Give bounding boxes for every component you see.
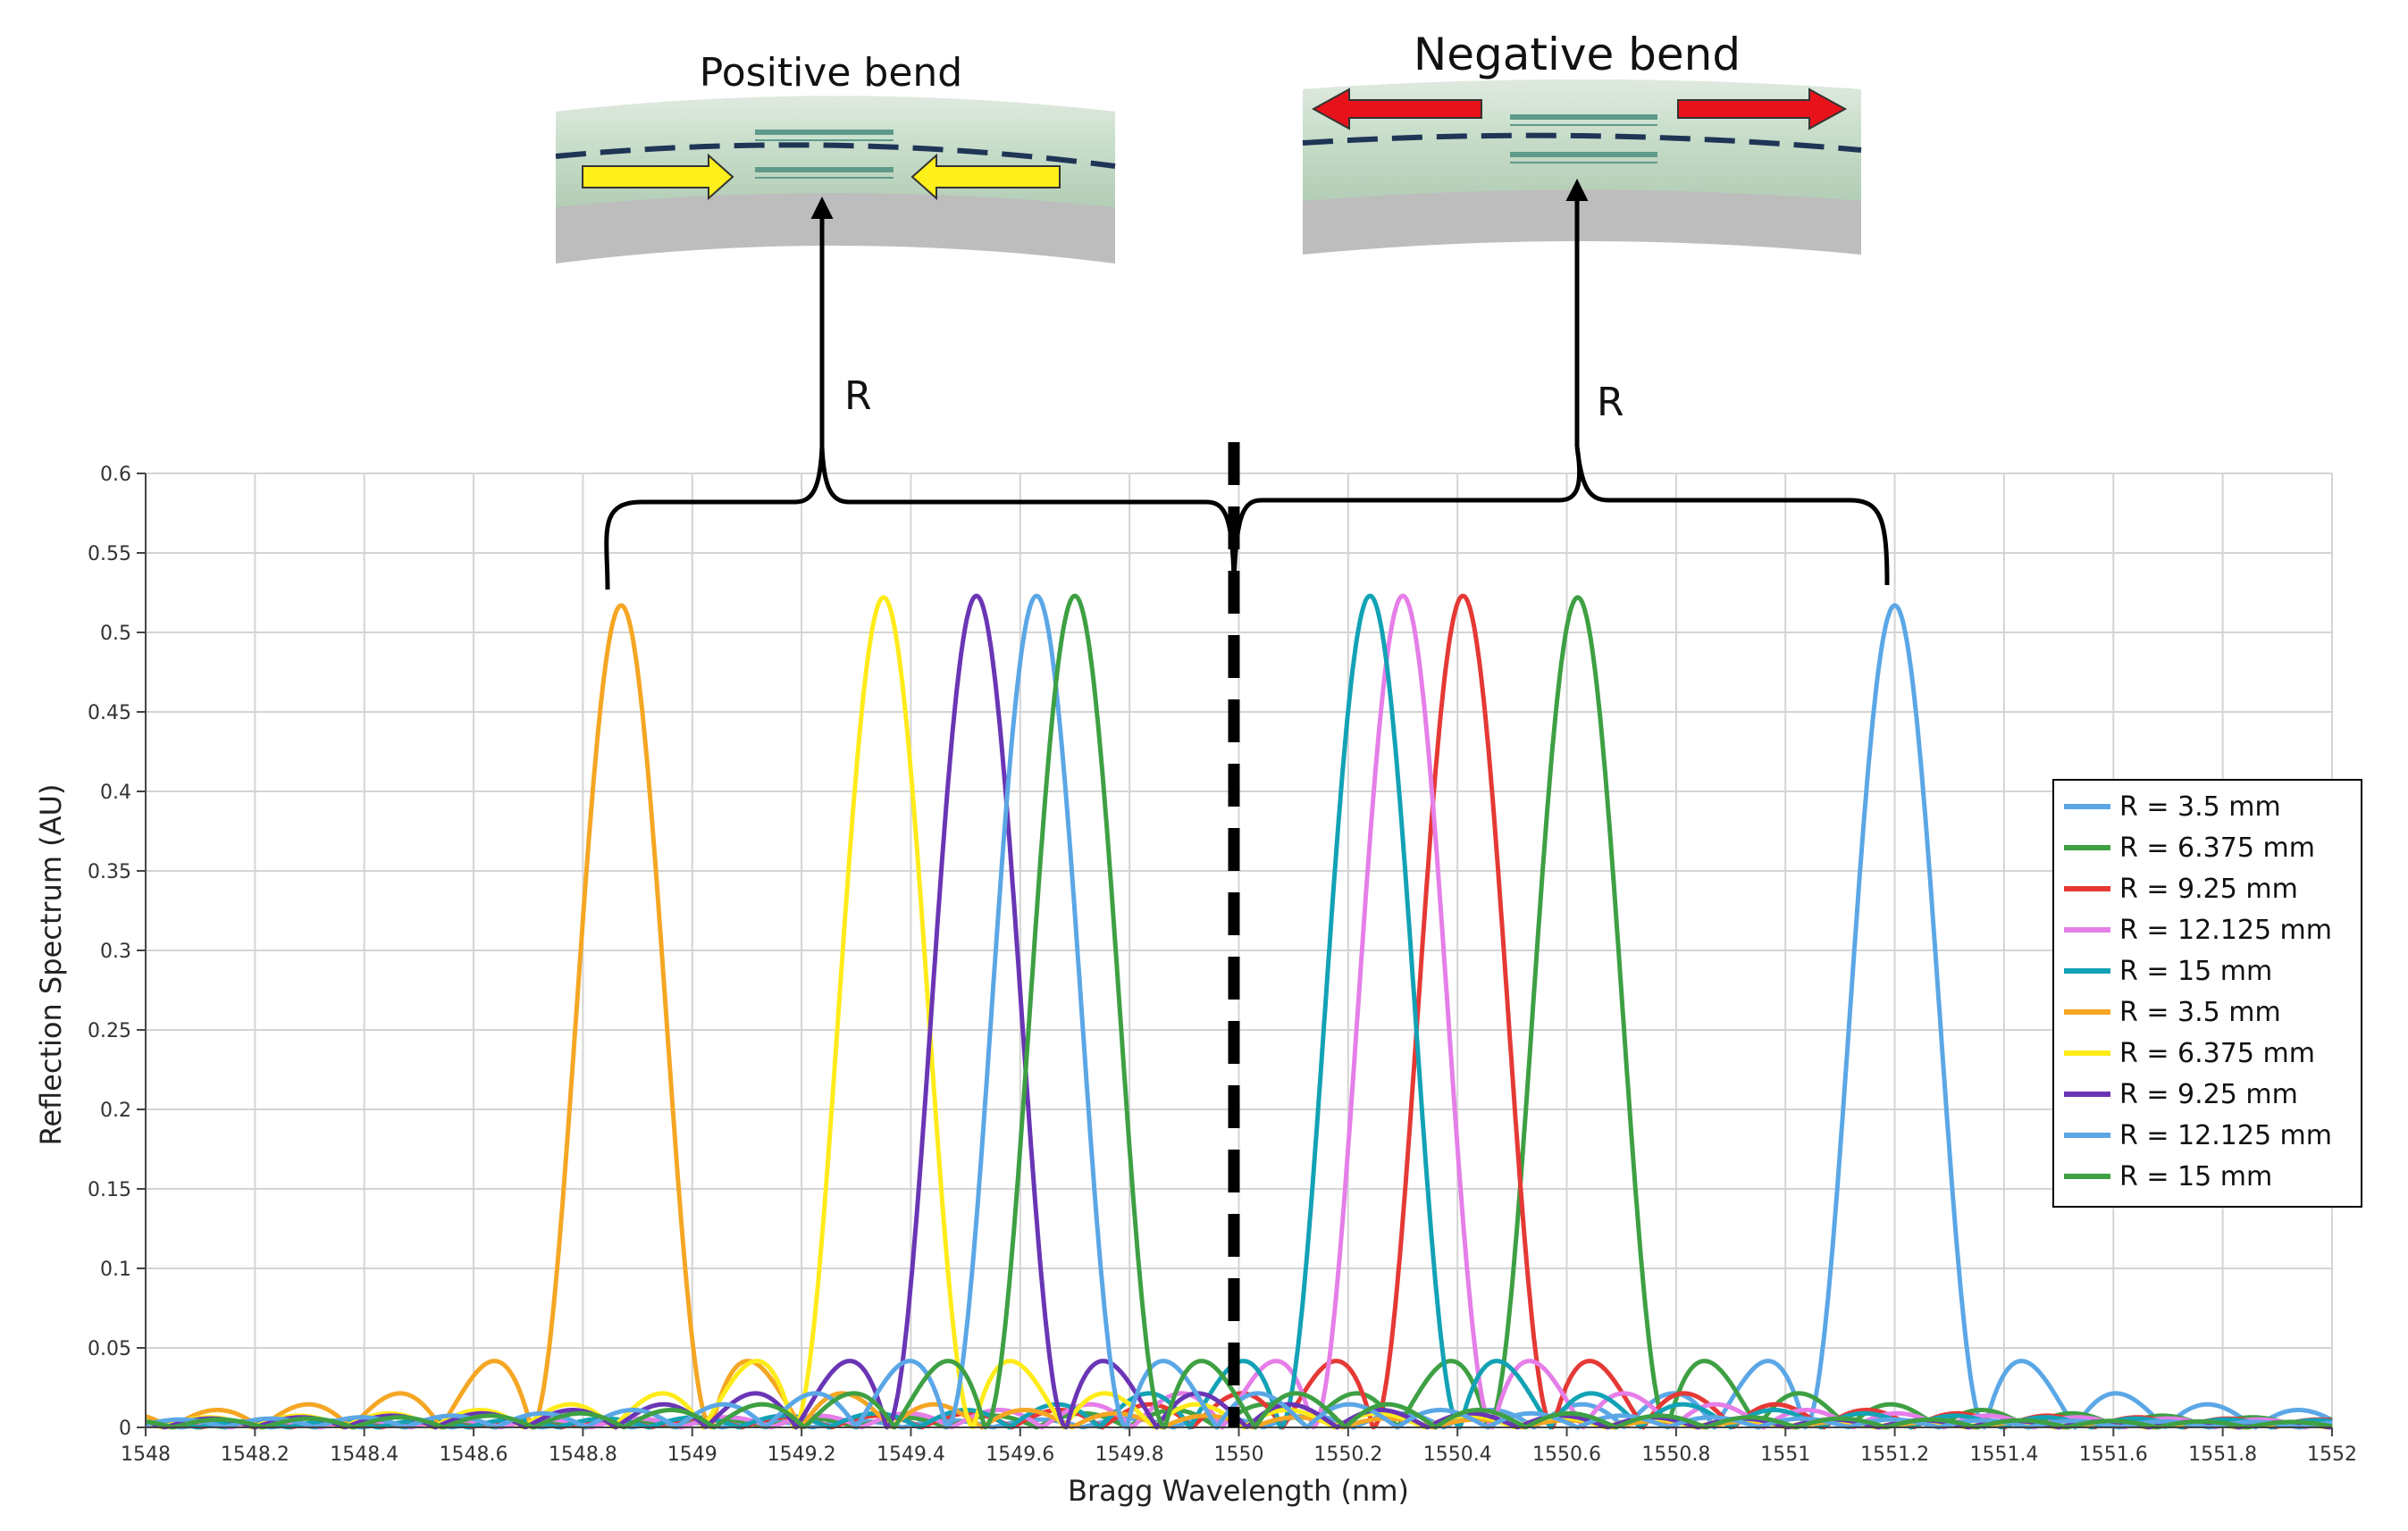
x-tick-label: 1550.6 bbox=[1532, 1443, 1601, 1466]
right-bracket bbox=[1231, 446, 1890, 586]
legend-label: R = 6.375 mm bbox=[2119, 1038, 2315, 1069]
y-tick-label: 0.35 bbox=[88, 861, 131, 883]
legend-label: R = 15 mm bbox=[2119, 956, 2272, 987]
x-tick-label: 1549.4 bbox=[877, 1443, 945, 1466]
y-tick-label: 0.15 bbox=[88, 1179, 131, 1201]
x-tick-label: 1551.2 bbox=[1860, 1443, 1929, 1466]
x-tick-label: 1551.6 bbox=[2079, 1443, 2148, 1466]
y-tick-label: 0.05 bbox=[88, 1338, 131, 1360]
y-tick-label: 0.5 bbox=[100, 623, 131, 645]
y-tick-labels: 0 0.05 0.1 0.15 0.2 0.25 0.3 0.35 0.4 0.45 0.5 0.55… bbox=[88, 464, 131, 1440]
series-line-10 bbox=[144, 593, 2334, 1430]
x-tick-label: 1548 bbox=[121, 1443, 171, 1466]
legend-label: R = 9.25 mm bbox=[2119, 874, 2298, 905]
legend-label: R = 3.5 mm bbox=[2119, 791, 2281, 823]
y-tick-label: 0.6 bbox=[100, 464, 131, 486]
r-label-right: R bbox=[1597, 380, 1624, 425]
y-tick-label: 0 bbox=[119, 1418, 131, 1440]
x-tick-label: 1551 bbox=[1760, 1443, 1810, 1466]
y-tick-label: 0.3 bbox=[100, 941, 131, 963]
x-tick-label: 1551.8 bbox=[2188, 1443, 2257, 1466]
x-tick-label: 1548.6 bbox=[440, 1443, 508, 1466]
legend-label: R = 12.125 mm bbox=[2119, 915, 2332, 946]
x-tick-label: 1551.4 bbox=[1969, 1443, 2038, 1466]
x-tick-label: 1550.2 bbox=[1313, 1443, 1382, 1466]
legend-label: R = 9.25 mm bbox=[2119, 1079, 2298, 1110]
x-tick-label: 1550.8 bbox=[1641, 1443, 1710, 1466]
x-tick-label: 1550.4 bbox=[1423, 1443, 1492, 1466]
left-bracket bbox=[604, 446, 1237, 590]
x-tick-label: 1550 bbox=[1214, 1443, 1264, 1466]
legend-label: R = 15 mm bbox=[2119, 1161, 2272, 1192]
r-label-left: R bbox=[844, 373, 872, 419]
legend-label: R = 12.125 mm bbox=[2119, 1120, 2332, 1151]
plot-area: 1548 1548.2 1548.4 1548.6 1548.8 1549 1549.2 15… bbox=[88, 464, 2357, 1466]
y-axis-title: Reflection Spectrum (AU) bbox=[34, 784, 68, 1146]
legend-label: R = 3.5 mm bbox=[2119, 997, 2281, 1028]
legend: R = 3.5 mm R = 6.375 mm R = 9.25 mm R = 12.… bbox=[2052, 779, 2362, 1208]
negative-bend-label: Negative bend bbox=[1414, 29, 1741, 80]
x-tick-label: 1549.8 bbox=[1095, 1443, 1164, 1466]
x-tick-label: 1548.4 bbox=[330, 1443, 399, 1466]
y-tick-label: 0.25 bbox=[88, 1020, 131, 1042]
legend-label: R = 6.375 mm bbox=[2119, 832, 2315, 864]
x-tick-label: 1549.2 bbox=[768, 1443, 836, 1466]
x-tick-label: 1548.8 bbox=[549, 1443, 617, 1466]
x-tick-label: 1549 bbox=[667, 1443, 717, 1466]
x-tick-label: 1548.2 bbox=[221, 1443, 289, 1466]
x-tick-label: 1552 bbox=[2307, 1443, 2357, 1466]
x-tick-label: 1549.6 bbox=[986, 1443, 1054, 1466]
y-tick-label: 0.2 bbox=[100, 1100, 131, 1122]
y-tick-label: 0.55 bbox=[88, 543, 131, 565]
y-tick-label: 0.4 bbox=[100, 782, 131, 804]
y-tick-label: 0.45 bbox=[88, 702, 131, 724]
y-tick-label: 0.1 bbox=[100, 1259, 131, 1281]
positive-bend-label: Positive bend bbox=[700, 50, 962, 96]
x-axis-title: Bragg Wavelength (nm) bbox=[1068, 1474, 1409, 1508]
negative-bend-illustration: Negative bend bbox=[1302, 29, 1862, 255]
x-tick-labels: 1548 1548.2 1548.4 1548.6 1548.8 1549 1549.2 15… bbox=[121, 1443, 2357, 1466]
positive-bend-illustration: Positive bend bbox=[555, 50, 1116, 264]
